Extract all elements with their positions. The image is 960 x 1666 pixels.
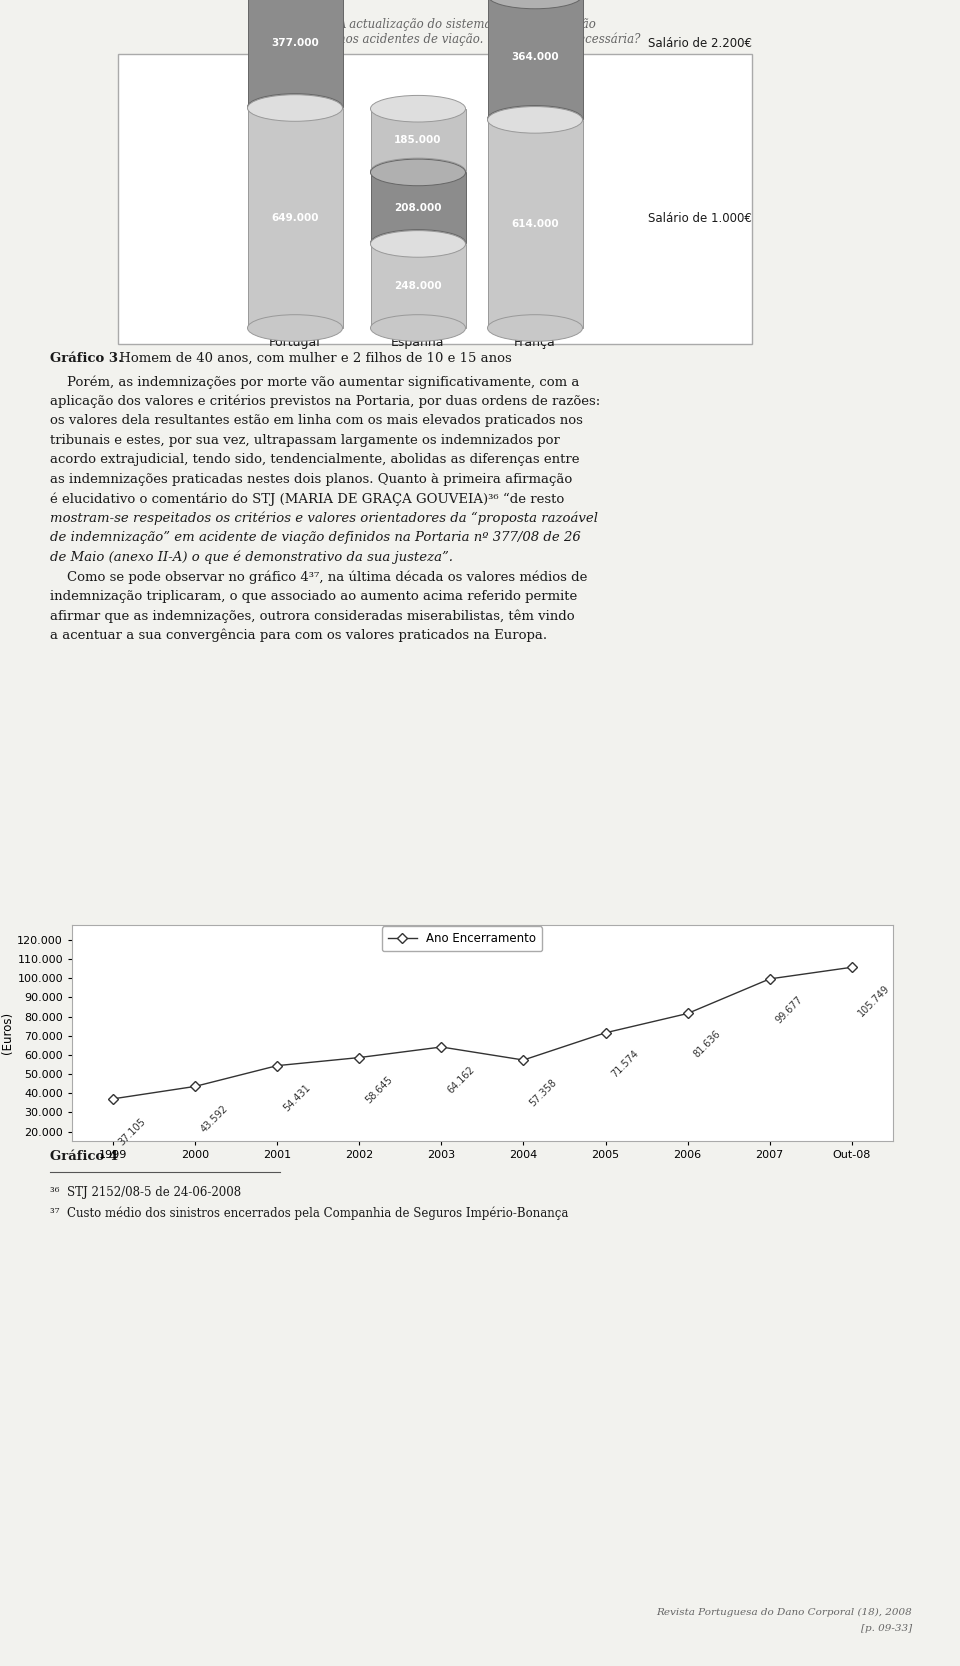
Text: 105.749: 105.749 xyxy=(856,983,891,1018)
Text: afirmar que as indemnizações, outrora consideradas miserabilistas, têm vindo: afirmar que as indemnizações, outrora co… xyxy=(50,610,575,623)
Text: os valores dela resultantes estão em linha com os mais elevados praticados nos: os valores dela resultantes estão em lin… xyxy=(50,413,583,426)
Text: ³⁶  STJ 2152/08-5 de 24-06-2008: ³⁶ STJ 2152/08-5 de 24-06-2008 xyxy=(50,1186,241,1200)
Ellipse shape xyxy=(488,107,583,133)
Bar xyxy=(118,53,752,343)
Text: mostram-se respeitados os critérios e valores orientadores da “proposta razoável: mostram-se respeitados os critérios e va… xyxy=(50,511,598,525)
Ellipse shape xyxy=(488,315,583,342)
Ellipse shape xyxy=(488,0,583,8)
Text: Salário de 2.200€: Salário de 2.200€ xyxy=(648,37,752,50)
Text: 208.000: 208.000 xyxy=(395,203,442,213)
Text: as indemnizações praticadas nestes dois planos. Quanto à primeira afirmação: as indemnizações praticadas nestes dois … xyxy=(50,473,572,485)
Text: Gráfico 4: Gráfico 4 xyxy=(50,1150,118,1163)
Text: 377.000: 377.000 xyxy=(271,38,319,48)
Text: Espanha: Espanha xyxy=(392,337,444,348)
Text: Gráfico 3.: Gráfico 3. xyxy=(50,352,123,365)
Text: 43.592: 43.592 xyxy=(200,1103,230,1135)
Text: é elucidativo o comentário do STJ (MARIA DE GRAÇA GOUVEIA)³⁶ “de resto: é elucidativo o comentário do STJ (MARIA… xyxy=(50,491,564,505)
Text: 81.636: 81.636 xyxy=(692,1030,723,1060)
Text: [p. 09-33]: [p. 09-33] xyxy=(861,1624,912,1633)
Text: França: França xyxy=(515,337,556,348)
Ellipse shape xyxy=(371,95,466,122)
Bar xyxy=(371,243,466,328)
Text: acordo extrajudicial, tendo sido, tendencialmente, abolidas as diferenças entre: acordo extrajudicial, tendo sido, tenden… xyxy=(50,453,580,466)
Bar xyxy=(248,0,343,107)
Text: 649.000: 649.000 xyxy=(272,213,319,223)
Text: 248.000: 248.000 xyxy=(395,282,442,292)
Legend: Ano Encerramento: Ano Encerramento xyxy=(381,926,542,951)
Bar xyxy=(248,108,343,328)
Bar xyxy=(488,0,583,118)
Text: A actualização do sistema de indemnização: A actualização do sistema de indemnizaçã… xyxy=(338,18,597,32)
Text: 54.431: 54.431 xyxy=(281,1083,312,1115)
Text: Revista Portuguesa do Dano Corporal (18), 2008: Revista Portuguesa do Dano Corporal (18)… xyxy=(657,1608,912,1618)
Bar xyxy=(371,108,466,172)
Bar xyxy=(371,172,466,243)
Text: 57.358: 57.358 xyxy=(528,1078,559,1108)
Text: 64.162: 64.162 xyxy=(445,1065,476,1095)
Text: tribunais e estes, por sua vez, ultrapassam largamente os indemnizados por: tribunais e estes, por sua vez, ultrapas… xyxy=(50,433,560,446)
Text: Como se pode observar no gráfico 4³⁷, na última década os valores médios de: Como se pode observar no gráfico 4³⁷, na… xyxy=(50,570,588,583)
Ellipse shape xyxy=(248,93,343,120)
Ellipse shape xyxy=(371,230,466,257)
Y-axis label: (Euros): (Euros) xyxy=(2,1011,14,1055)
Text: 364.000: 364.000 xyxy=(511,52,559,62)
Ellipse shape xyxy=(488,0,583,8)
Text: aplicação dos valores e critérios previstos na Portaria, por duas ordens de razõ: aplicação dos valores e critérios previs… xyxy=(50,395,600,408)
Text: de indemnização” em acidente de viação definidos na Portaria nº 377/08 de 26: de indemnização” em acidente de viação d… xyxy=(50,531,581,545)
Text: Portugal: Portugal xyxy=(269,337,321,348)
Text: Salário de 1.000€: Salário de 1.000€ xyxy=(648,212,752,225)
Text: a acentuar a sua convergência para com os valores praticados na Europa.: a acentuar a sua convergência para com o… xyxy=(50,628,547,641)
Text: ³⁷  Custo médio dos sinistros encerrados pela Companhia de Seguros Império-Bonan: ³⁷ Custo médio dos sinistros encerrados … xyxy=(50,1206,568,1220)
Ellipse shape xyxy=(371,315,466,342)
Text: nos acidentes de viação. Uma reforma necessária?: nos acidentes de viação. Uma reforma nec… xyxy=(338,32,640,45)
Text: 614.000: 614.000 xyxy=(511,218,559,228)
Ellipse shape xyxy=(371,158,466,185)
Text: 99.677: 99.677 xyxy=(774,995,804,1025)
Ellipse shape xyxy=(488,105,583,132)
Text: Porém, as indemnizações por morte vão aumentar significativamente, com a: Porém, as indemnizações por morte vão au… xyxy=(50,375,580,388)
Bar xyxy=(488,120,583,328)
Ellipse shape xyxy=(248,315,343,342)
Text: 185.000: 185.000 xyxy=(395,135,442,145)
Text: 58.645: 58.645 xyxy=(364,1075,395,1106)
Text: 37.105: 37.105 xyxy=(117,1116,148,1148)
Text: Homem de 40 anos, com mulher e 2 filhos de 10 e 15 anos: Homem de 40 anos, com mulher e 2 filhos … xyxy=(115,352,512,365)
Text: 21: 21 xyxy=(296,23,321,42)
Text: 71.574: 71.574 xyxy=(610,1048,640,1080)
Text: indemnização triplicaram, o que associado ao aumento acima referido permite: indemnização triplicaram, o que associad… xyxy=(50,590,577,603)
Ellipse shape xyxy=(371,160,466,185)
Ellipse shape xyxy=(248,95,343,122)
Ellipse shape xyxy=(371,230,466,257)
Text: de Maio (anexo II-A) o que é demonstrativo da sua justeza”.: de Maio (anexo II-A) o que é demonstrati… xyxy=(50,550,453,565)
